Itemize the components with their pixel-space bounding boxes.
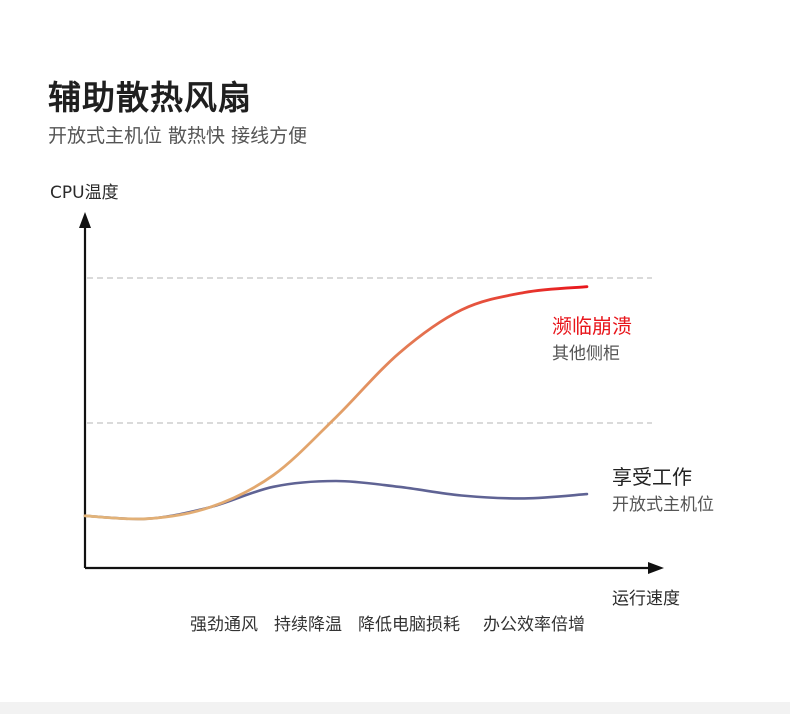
series-label-enjoy-work: 享受工作 [612,465,692,489]
series-sublabel-near-crash: 其他侧柜 [552,344,620,364]
y-axis-label: CPU温度 [50,183,119,203]
grid-lines [87,277,652,424]
page-title: 辅助散热风扇 [48,78,252,117]
x-tick-label: 办公效率倍增 [483,615,585,635]
x-tick-label: 强劲通风 [190,615,258,635]
y-axis-arrow-icon [79,212,91,228]
x-axis-arrow-icon [648,562,664,574]
x-tick-label: 降低电脑损耗 [358,615,460,635]
x-axis-label: 运行速度 [612,589,680,609]
page-subtitle: 开放式主机位 散热快 接线方便 [48,125,308,147]
series-lines [83,285,589,521]
series-sublabel-enjoy-work: 开放式主机位 [612,495,714,515]
series-label-near-crash: 濒临崩溃 [552,314,632,338]
axes [79,212,664,574]
series-line-enjoy-work [83,479,589,521]
x-tick-label: 持续降温 [274,615,342,635]
bottom-band [0,702,790,714]
series-line-near-crash [83,285,589,521]
